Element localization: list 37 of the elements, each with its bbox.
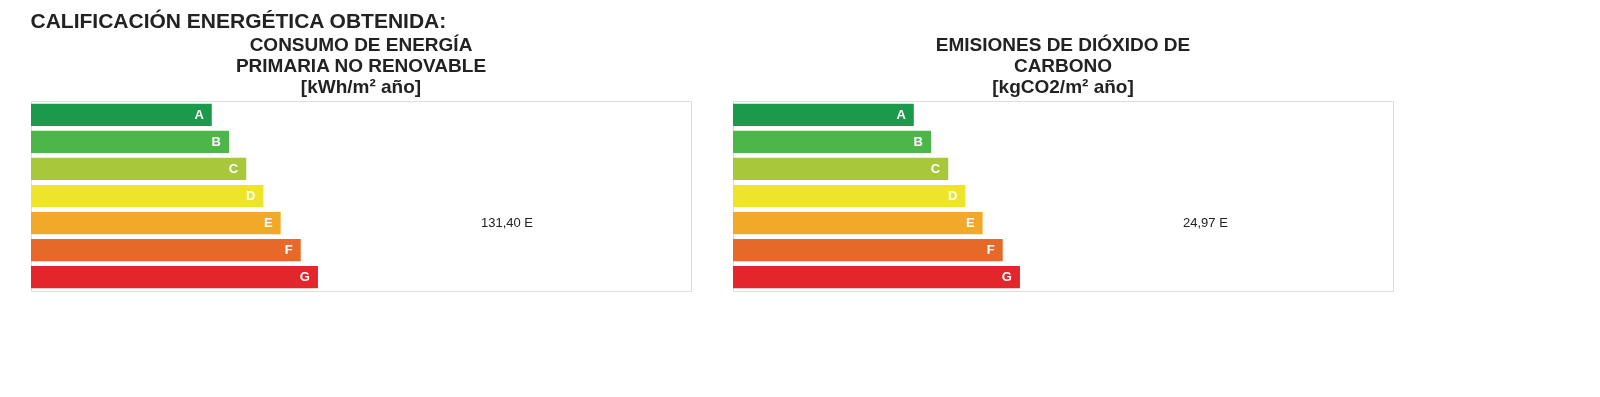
bar [733,157,949,181]
y-tick-label: E [263,215,273,231]
bar [31,211,281,235]
y-tick-label: G [299,269,310,285]
text: PRIMARIA NO RENOVABLE [235,55,487,76]
text: [kgCO2/m² año] [992,76,1134,97]
y-tick-label: D [948,188,958,203]
bar [31,130,229,153]
y-tick-label: G [1001,269,1012,285]
y-tick-label: F [986,242,995,258]
y-tick-label: C [228,160,239,176]
text: [kWh/m² año] [300,76,422,97]
text: CARBONO [1013,55,1113,76]
text: 131,40 E [481,215,534,231]
y-tick-label: B [211,133,221,149]
bar [31,184,264,208]
y-tick-label: D [246,188,256,203]
bar [31,103,212,126]
bar [31,239,301,262]
text: EMISIONES DE DIÓXIDO DE [935,34,1191,55]
bar [733,239,1003,262]
y-tick-label: C [930,160,941,176]
bar [733,266,1020,289]
text: 24,97 E [1183,215,1229,231]
bar [31,157,247,181]
y-tick-label: B [913,133,923,149]
bar [31,266,318,289]
text: CALIFICACIÓN ENERGÉTICA OBTENIDA: [30,8,447,32]
text: CONSUMO DE ENERGÍA [249,34,473,55]
bar [733,184,966,208]
bar [733,130,931,153]
y-tick-label: A [896,106,907,122]
y-tick-label: A [194,106,205,122]
bar [733,103,914,126]
y-tick-label: F [284,242,293,258]
bar [733,211,983,235]
y-tick-label: E [965,215,975,231]
